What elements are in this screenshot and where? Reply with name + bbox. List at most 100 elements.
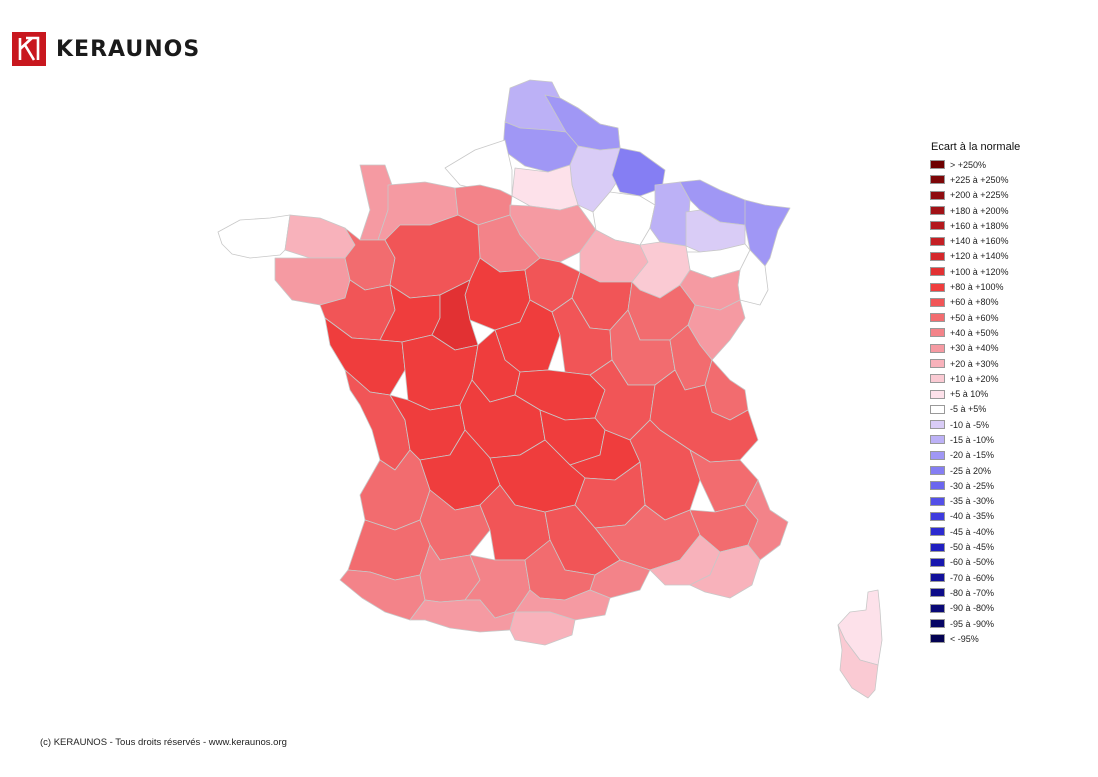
legend-label: -45 à -40% (950, 526, 995, 537)
legend-item: +40 à +50% (930, 325, 1078, 340)
legend-swatch (930, 221, 945, 231)
legend-swatch (930, 282, 945, 292)
region-alpes-maritimes (744, 479, 789, 561)
legend-item: -70 à -60% (930, 570, 1078, 585)
legend-swatch (930, 588, 945, 598)
region-vendee (324, 317, 406, 396)
legend-label: +160 à +180% (950, 220, 1009, 231)
legend-item: -60 à -50% (930, 555, 1078, 570)
region-pyrenees-atlantiques (339, 569, 426, 621)
region-morbihan (274, 257, 351, 306)
legend-swatch (930, 359, 945, 368)
legend-item: +100 à +120% (930, 264, 1078, 279)
legend-label: -15 à -10% (950, 434, 995, 445)
legend-item: -50 à -45% (930, 539, 1078, 554)
legend-swatch (930, 603, 945, 613)
legend-label: +40 à +50% (950, 327, 999, 338)
legend-label: +50 à +60% (950, 312, 999, 323)
legend-swatch (930, 251, 945, 261)
legend-item: -20 à -15% (930, 448, 1078, 463)
region-seine-maritime (444, 139, 513, 197)
legend-swatch (930, 313, 945, 323)
region-meuse (649, 181, 691, 247)
legend-label: > +250% (950, 159, 987, 170)
legend-label: +20 à +30% (950, 358, 999, 369)
legend-label: -40 à -35% (950, 511, 995, 522)
legend-item: -30 à -25% (930, 478, 1078, 493)
legend-item: +30 à +40% (930, 341, 1078, 356)
legend-item: -35 à -30% (930, 494, 1078, 509)
legend-label: +200 à +225% (950, 190, 1009, 201)
legend-label: -35 à -30% (950, 496, 995, 507)
brand-name: KERAUNOS (56, 36, 201, 62)
legend-swatch (930, 190, 945, 200)
legend-swatch (930, 496, 945, 506)
legend-swatch (930, 267, 945, 277)
legend-item: +20 à +30% (930, 356, 1078, 371)
legend-swatch (930, 236, 945, 246)
legend: Ecart à la normale > +250% +225 à +250% +2… (928, 141, 1078, 647)
legend-swatch (930, 420, 945, 430)
legend-item: -90 à -80% (930, 601, 1078, 616)
legend-item: +80 à +100% (930, 279, 1078, 294)
legend-swatch (930, 527, 945, 537)
region-bretagne (217, 214, 291, 259)
legend-label: +30 à +40% (950, 343, 999, 354)
legend-item: -5 à +5% (930, 402, 1078, 417)
copyright-text: (c) KERAUNOS - Tous droits réservés - ww… (40, 737, 287, 748)
legend-label: +100 à +120% (950, 266, 1009, 277)
legend-label: -60 à -50% (950, 557, 995, 568)
legend-swatch (930, 404, 945, 414)
legend-swatch (930, 634, 945, 644)
legend-swatch (930, 297, 945, 307)
legend-swatch (930, 160, 945, 170)
legend-item: -40 à -35% (930, 509, 1078, 524)
legend-swatch (930, 343, 945, 353)
legend-swatch (930, 206, 945, 216)
legend-item: +5 à 10% (930, 386, 1078, 401)
legend-item: +50 à +60% (930, 310, 1078, 325)
legend-label: < -95% (950, 633, 979, 644)
legend-swatch (930, 481, 945, 491)
legend-swatch (930, 435, 945, 445)
legend-item: < -95% (930, 631, 1078, 646)
legend-label: -95 à -90% (950, 618, 995, 629)
legend-item: +120 à +140% (930, 249, 1078, 264)
legend-label: +60 à +80% (950, 297, 999, 308)
legend-item: -95 à -90% (930, 616, 1078, 631)
legend-item: > +250% (930, 157, 1078, 172)
legend-label: +120 à +140% (950, 251, 1009, 262)
legend-swatch (930, 511, 945, 521)
legend-swatch (930, 450, 945, 460)
legend-label: +180 à +200% (950, 205, 1009, 216)
legend-swatch (930, 542, 945, 552)
legend-label: +225 à +250% (950, 174, 1009, 185)
legend-label: -20 à -15% (950, 450, 995, 461)
legend-swatch (930, 175, 945, 185)
legend-swatch (930, 328, 945, 338)
legend-title: Ecart à la normale (931, 141, 1021, 153)
legend-label: -5 à +5% (950, 404, 987, 415)
legend-label: -90 à -80% (950, 603, 995, 614)
legend-label: +5 à 10% (950, 389, 989, 400)
legend-item: +160 à +180% (930, 218, 1078, 233)
legend-swatch (930, 557, 945, 567)
keraunos-logo-icon (12, 32, 46, 66)
legend-item: -10 à -5% (930, 417, 1078, 432)
legend-item: +180 à +200% (930, 203, 1078, 218)
legend-swatch (930, 573, 945, 583)
region-corse-du-sud (837, 624, 879, 699)
legend-swatch (930, 466, 945, 476)
legend-label: +80 à +100% (950, 282, 1004, 293)
legend-label: +10 à +20% (950, 373, 999, 384)
legend-item: -15 à -10% (930, 432, 1078, 447)
legend-item: +200 à +225% (930, 188, 1078, 203)
legend-rows: > +250% +225 à +250% +200 à +225% +180 à +2… (928, 157, 1078, 647)
brand-logo: KERAUNOS (12, 32, 200, 66)
region-ardennes (611, 147, 666, 197)
legend-swatch (930, 619, 945, 629)
region-cotes-d-armor (284, 214, 356, 259)
region-var (689, 544, 761, 599)
region-pyrenees-orientales (509, 611, 576, 646)
